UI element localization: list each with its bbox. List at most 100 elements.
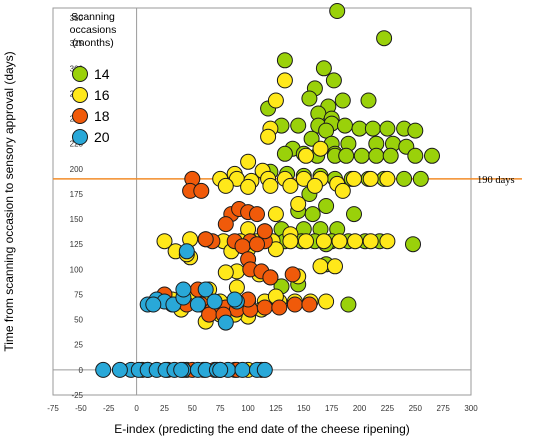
legend-marker-18 <box>72 108 88 124</box>
x-tick-label: 175 <box>325 404 339 413</box>
data-point-18 <box>249 236 265 253</box>
data-point-16 <box>362 170 379 187</box>
x-tick-label: 25 <box>160 404 169 413</box>
legend-marker-14 <box>72 66 88 82</box>
data-point-18 <box>286 296 303 313</box>
data-point-14 <box>334 92 351 109</box>
x-tick-label: 75 <box>216 404 225 413</box>
data-point-16 <box>290 196 307 212</box>
data-point-20 <box>217 314 234 331</box>
y-tick-label: 200 <box>70 165 84 174</box>
data-point-14 <box>276 52 293 69</box>
data-point-20 <box>206 293 223 310</box>
x-tick-label: 125 <box>269 404 283 413</box>
reference-line-label: 190 days <box>477 175 515 186</box>
data-point-16 <box>298 147 314 164</box>
data-point-16 <box>260 128 277 145</box>
data-point-14 <box>382 147 399 164</box>
data-point-16 <box>312 140 329 157</box>
data-point-16 <box>217 264 234 281</box>
data-point-14 <box>290 117 307 134</box>
y-tick-label: 100 <box>70 265 84 274</box>
data-point-14 <box>315 60 332 77</box>
x-tick-label: -75 <box>47 404 59 413</box>
data-point-14 <box>376 30 393 47</box>
legend-label-18: 18 <box>94 108 110 124</box>
legend-title: Scanning <box>71 11 115 23</box>
legend-title: (months) <box>72 37 113 49</box>
x-tick-label: 225 <box>381 404 395 413</box>
data-point-18 <box>256 223 273 240</box>
data-point-20 <box>234 361 251 378</box>
data-point-16 <box>347 233 364 250</box>
data-point-16 <box>318 293 335 310</box>
data-point-16 <box>240 153 257 170</box>
data-point-14 <box>318 198 335 214</box>
legend-marker-20 <box>72 129 88 145</box>
legend-label-16: 16 <box>94 87 110 103</box>
data-point-16 <box>282 233 299 250</box>
data-point-14 <box>360 92 377 109</box>
data-point-16 <box>379 233 396 250</box>
x-tick-label: 250 <box>409 404 423 413</box>
x-tick-label: -25 <box>103 404 115 413</box>
data-point-14 <box>276 145 293 162</box>
data-point-16 <box>327 258 343 275</box>
data-point-20 <box>226 291 243 308</box>
data-point-14 <box>353 147 370 164</box>
data-point-14 <box>301 90 318 107</box>
data-point-14 <box>405 236 421 253</box>
data-point-16 <box>306 177 323 194</box>
data-point-14 <box>364 120 381 137</box>
data-point-16 <box>267 92 284 109</box>
data-points <box>95 3 440 378</box>
x-tick-label: 150 <box>297 404 311 413</box>
legend-title: occasions <box>70 24 117 36</box>
y-tick-label: 150 <box>70 215 84 224</box>
y-tick-label: 75 <box>74 290 83 299</box>
x-tick-label: -50 <box>75 404 87 413</box>
y-tick-label: 0 <box>79 366 84 375</box>
data-point-16 <box>240 178 257 195</box>
x-tick-label: 300 <box>464 404 478 413</box>
y-axis-title: Time from scanning occasion to sensory a… <box>2 51 16 351</box>
y-tick-label: 175 <box>70 190 84 199</box>
data-point-20 <box>212 361 229 378</box>
data-point-14 <box>303 130 320 147</box>
y-tick-label: 350 <box>70 14 84 23</box>
data-point-18 <box>256 299 273 316</box>
data-point-16 <box>267 241 284 258</box>
data-point-14 <box>379 120 396 137</box>
data-point-16 <box>315 233 332 250</box>
x-axis-title: E-index (predicting the end date of the … <box>114 422 410 436</box>
data-point-16 <box>276 72 293 89</box>
data-point-14 <box>351 120 368 137</box>
data-point-18 <box>301 296 318 313</box>
data-point-20 <box>175 281 192 298</box>
data-point-20 <box>111 361 128 378</box>
data-point-16 <box>312 258 329 275</box>
data-point-18 <box>249 206 265 223</box>
data-point-16 <box>346 170 362 187</box>
data-point-14 <box>396 170 413 187</box>
data-point-20 <box>173 361 190 378</box>
data-point-18 <box>197 231 214 248</box>
legend-label-14: 14 <box>94 66 110 82</box>
data-point-14 <box>329 3 346 19</box>
data-point-18 <box>271 299 288 316</box>
data-point-20 <box>197 281 214 298</box>
data-point-14 <box>346 206 362 223</box>
data-point-14 <box>325 72 342 89</box>
y-tick-label: -25 <box>71 391 83 400</box>
data-point-20 <box>95 361 112 378</box>
y-tick-label: 25 <box>74 341 83 350</box>
y-tick-label: 50 <box>74 316 83 325</box>
data-point-14 <box>338 147 355 164</box>
data-point-18 <box>262 269 279 286</box>
data-point-16 <box>331 233 348 250</box>
x-tick-label: 100 <box>241 404 255 413</box>
plot-frame <box>52 7 472 396</box>
data-point-16 <box>217 177 234 194</box>
x-tick-label: 50 <box>188 404 197 413</box>
